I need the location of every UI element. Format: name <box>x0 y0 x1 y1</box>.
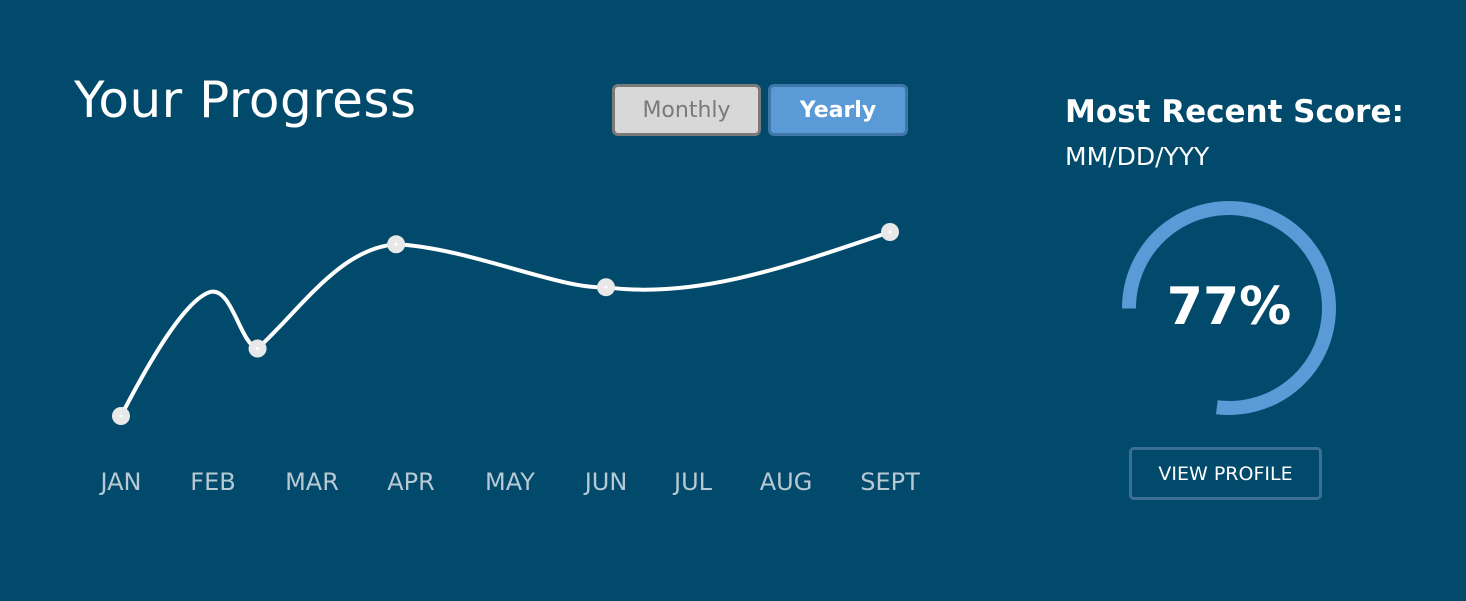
data-point-center <box>119 414 123 418</box>
x-axis-label: APR <box>387 468 435 496</box>
x-axis-label: FEB <box>190 468 235 496</box>
score-percent: 77% <box>1166 277 1292 337</box>
monthly-toggle-button[interactable]: Monthly <box>612 84 761 136</box>
data-point-center <box>604 285 608 289</box>
score-ring-arc <box>1122 201 1336 415</box>
x-axis-label: JUL <box>672 468 713 496</box>
data-point-center <box>256 347 260 351</box>
x-axis-label: JAN <box>98 468 141 496</box>
series-line <box>119 230 892 418</box>
x-axis-label: MAR <box>285 468 339 496</box>
x-axis-label: JUN <box>583 468 628 496</box>
x-axis-label: MAY <box>485 468 535 496</box>
score-title: Most Recent Score: <box>1065 94 1404 130</box>
data-point-center <box>888 230 892 234</box>
score-date: MM/DD/YYY <box>1065 142 1210 171</box>
view-profile-button[interactable]: VIEW PROFILE <box>1129 447 1322 500</box>
yearly-toggle-button[interactable]: Yearly <box>768 84 908 136</box>
x-axis-label: AUG <box>760 468 813 496</box>
page-title: Your Progress <box>74 71 417 129</box>
data-point-center <box>394 242 398 246</box>
x-axis-label: SEPT <box>860 468 920 496</box>
score-ring <box>1122 201 1336 415</box>
